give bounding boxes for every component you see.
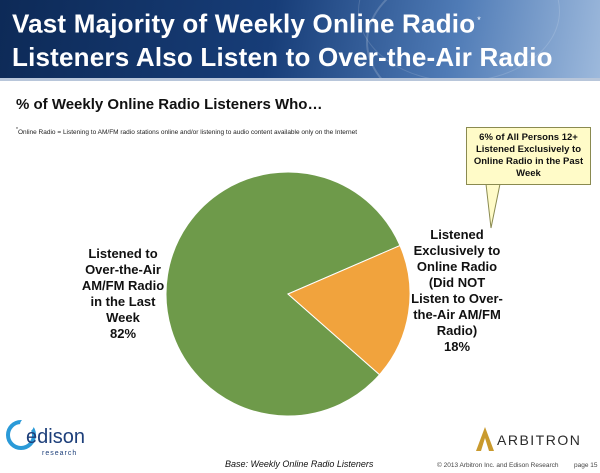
slice-label-line: AM/FM Radio bbox=[81, 278, 165, 293]
slice-label-line: Online Radio bbox=[416, 259, 498, 274]
title-banner: Vast Majority of Weekly Online Radio * Li… bbox=[0, 0, 600, 78]
chart-subtitle: % of Weekly Online Radio Listeners Who… bbox=[16, 96, 323, 113]
arbitron-wordmark: ARBITRON bbox=[497, 432, 582, 448]
pie-slice-0 bbox=[165, 171, 401, 417]
title-line-1: Vast Majority of Weekly Online Radio bbox=[12, 8, 476, 39]
slice-label-line: Listen to Over- bbox=[411, 291, 503, 306]
slice-value-label: 18% bbox=[443, 339, 471, 354]
slice-value-label: 82% bbox=[109, 326, 137, 341]
arbitron-logo: ARBITRON bbox=[475, 426, 595, 456]
banner-rule bbox=[0, 78, 600, 81]
slice-label-line: (Did NOT bbox=[428, 275, 486, 290]
copyright-notice: © 2013 Arbitron Inc. and Edison Research bbox=[437, 462, 559, 469]
slice-label-line: in the Last bbox=[90, 294, 156, 309]
edison-swirl-icon bbox=[6, 418, 36, 450]
slice-label-line: Over-the-Air bbox=[85, 262, 161, 277]
title-line-2: Listeners Also Listen to Over-the-Air Ra… bbox=[12, 41, 553, 72]
slice-label-line: Week bbox=[106, 310, 140, 325]
title-asterisk: * bbox=[477, 15, 481, 25]
base-note: Base: Weekly Online Radio Listeners bbox=[225, 459, 374, 469]
slice-label-online-only: Listened Exclusively to Online Radio (Di… bbox=[399, 227, 515, 355]
callout-text: 6% of All Persons 12+ Listened Exclusive… bbox=[473, 132, 584, 179]
slice-label-line: Radio) bbox=[436, 323, 478, 338]
pie-slice-1 bbox=[287, 244, 411, 376]
edison-research-logo: edison research bbox=[6, 418, 86, 462]
callout-box: 6% of All Persons 12+ Listened Exclusive… bbox=[466, 127, 591, 185]
slice-label-line: Listened bbox=[430, 227, 484, 242]
edison-subtext: research bbox=[42, 450, 78, 457]
slice-label-over-the-air: Listened to Over-the-Air AM/FM Radio in … bbox=[58, 246, 188, 342]
footnote-text: Online Radio = Listening to AM/FM radio … bbox=[17, 129, 358, 137]
callout-pointer bbox=[485, 183, 501, 229]
slice-label-line: Listened to bbox=[88, 246, 158, 261]
footnote-asterisk: * bbox=[16, 127, 18, 133]
page-number: page 15 bbox=[574, 462, 598, 469]
slice-label-line: Exclusively to bbox=[413, 243, 501, 258]
definition-footnote: *Online Radio = Listening to AM/FM radio… bbox=[16, 127, 357, 136]
page-title: Vast Majority of Weekly Online Radio * Li… bbox=[12, 4, 553, 74]
arbitron-triangle-icon bbox=[476, 427, 494, 451]
edison-wordmark: edison bbox=[26, 426, 85, 448]
slice-label-line: the-Air AM/FM bbox=[413, 307, 501, 322]
